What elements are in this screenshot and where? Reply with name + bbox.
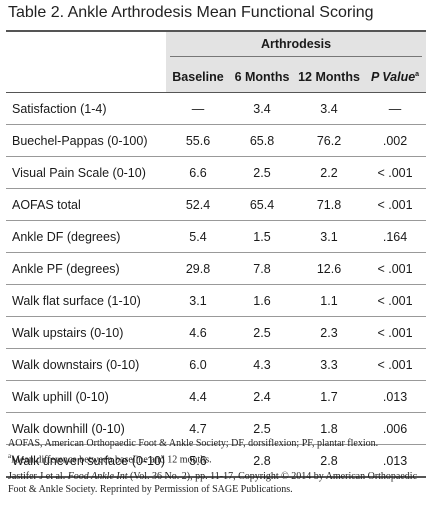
cell-12-months: 71.8 bbox=[294, 188, 364, 221]
row-label: Satisfaction (1-4) bbox=[12, 101, 107, 116]
cell-baseline: 5.4 bbox=[166, 220, 230, 253]
cell-6-months: 65.4 bbox=[230, 188, 294, 221]
row-label: Buechel-Pappas (0-100) bbox=[6, 124, 166, 157]
cell-baseline: 3.1 bbox=[166, 284, 230, 317]
table-row: Walk downhill (0-10) 4.7 2.5 1.8.006 bbox=[6, 412, 427, 445]
row-label: Walk uneven surface (0-10) bbox=[6, 444, 166, 476]
cell-baseline: 6.6 bbox=[166, 156, 230, 189]
header-blank-cell bbox=[6, 62, 166, 93]
cell-12-months: 2.3 bbox=[294, 316, 364, 349]
cell-p-value: < .001 bbox=[364, 348, 427, 381]
column-header-p-value: P Valuea bbox=[364, 62, 427, 93]
citation-authors: Jastifer J et al. bbox=[8, 471, 68, 483]
column-header-6-months: 6 Months bbox=[230, 62, 294, 93]
citation-details: (Vol. 36 No. 2), pp. 11-17, Copyright © … bbox=[8, 471, 418, 496]
footnote-a-marker: a bbox=[8, 452, 12, 460]
cell-p-value: — bbox=[388, 101, 402, 116]
cell-baseline: 4.6 bbox=[166, 316, 230, 349]
cell-12-months: 1.1 bbox=[294, 284, 364, 317]
row-label: Walk downstairs (0-10) bbox=[6, 348, 166, 381]
column-header-row: Baseline 6 Months 12 Months P Valuea bbox=[6, 62, 427, 93]
table-title: Table 2. Ankle Arthrodesis Mean Function… bbox=[8, 4, 374, 21]
cell-6-months: 2.5 bbox=[230, 412, 294, 445]
cell-6-months: 2.8 bbox=[230, 444, 294, 476]
functional-scoring-table: Arthrodesis Baseline 6 Months 12 Months … bbox=[6, 32, 427, 476]
cell-12-months: 3.1 bbox=[294, 220, 364, 253]
cell-baseline: 4.4 bbox=[166, 380, 230, 413]
cell-6-months: 1.6 bbox=[230, 284, 294, 317]
table-notes: AOFAS, American Orthopaedic Foot & Ankle… bbox=[8, 437, 428, 496]
cell-p-value: .013 bbox=[364, 380, 427, 413]
row-label: Walk upstairs (0-10) bbox=[6, 316, 166, 349]
cell-p-value: < .001 bbox=[364, 252, 427, 285]
table-row: Walk upstairs (0-10) 4.6 2.5 2.3 < .001 bbox=[6, 316, 427, 349]
table-row: AOFAS total 52.4 65.4 71.8 < .001 bbox=[6, 188, 427, 221]
cell-p-value: < .001 bbox=[364, 188, 427, 221]
row-label: Walk downhill (0-10) bbox=[6, 412, 166, 445]
cell-6-months: 3.4 bbox=[253, 101, 271, 116]
table-row: Walk uneven surface (0-10) 5.6 2.8 2.8.013 bbox=[6, 444, 427, 476]
cell-12-months: 76.2 bbox=[294, 124, 364, 157]
abbreviation-note: AOFAS, American Orthopaedic Foot & Ankle… bbox=[8, 438, 379, 449]
table-row: Ankle PF (degrees) 29.8 7.8 12.6 < .001 bbox=[6, 252, 427, 285]
cell-6-months: 7.8 bbox=[230, 252, 294, 285]
column-header-12-months: 12 Months bbox=[294, 62, 364, 93]
cell-6-months: 1.5 bbox=[230, 220, 294, 253]
data-table-container: Arthrodesis Baseline 6 Months 12 Months … bbox=[6, 30, 427, 478]
table-row: Visual Pain Scale (0-10) 6.6 2.5 2.2 < .001 bbox=[6, 156, 427, 189]
cell-p-value: .164 bbox=[364, 220, 427, 253]
cell-p-value: < .001 bbox=[364, 156, 427, 189]
cell-baseline: 6.0 bbox=[166, 348, 230, 381]
table-row: Walk uphill (0-10) 4.4 2.4 1.7.013 bbox=[6, 380, 427, 413]
row-label: Visual Pain Scale (0-10) bbox=[6, 156, 166, 189]
cell-12-months: 3.4 bbox=[320, 101, 338, 116]
cell-baseline: 4.7 bbox=[166, 412, 230, 445]
table-row: Buechel-Pappas (0-100) 55.6 65.8 76.2.002 bbox=[6, 124, 427, 157]
row-label: Walk uphill (0-10) bbox=[6, 380, 166, 413]
table-row: Walk downstairs (0-10) 6.0 4.3 3.3 < .001 bbox=[6, 348, 427, 381]
cell-baseline: 29.8 bbox=[166, 252, 230, 285]
cell-6-months: 65.8 bbox=[230, 124, 294, 157]
citation-journal: Food Ankle Int bbox=[67, 471, 128, 483]
group-header-arthrodesis: Arthrodesis bbox=[166, 32, 427, 62]
cell-baseline: 55.6 bbox=[166, 124, 230, 157]
table-row: Walk flat surface (1-10) 3.1 1.6 1.1 < .001 bbox=[6, 284, 427, 317]
cell-baseline: 52.4 bbox=[166, 188, 230, 221]
table-body: Satisfaction (1-4) — 3.4 3.4 — Buechel-Pappas… bbox=[6, 93, 427, 476]
footnote-a-text: Mean difference between baseline and 12 … bbox=[11, 454, 212, 466]
cell-p-value: .002 bbox=[364, 124, 427, 157]
cell-p-value: .013 bbox=[364, 444, 427, 476]
cell-baseline: 5.6 bbox=[166, 444, 230, 476]
cell-baseline: — bbox=[191, 101, 205, 116]
citation: Jastifer J et al. Food Ankle Int (Vol. 3… bbox=[8, 470, 428, 496]
row-label: Walk flat surface (1-10) bbox=[6, 284, 166, 317]
footnote-marker: a bbox=[415, 70, 420, 78]
group-header-row: Arthrodesis bbox=[6, 32, 427, 62]
header-blank-cell bbox=[6, 32, 166, 62]
row-label: Ankle PF (degrees) bbox=[6, 252, 166, 285]
row-label: AOFAS total bbox=[6, 188, 166, 221]
cell-p-value: < .001 bbox=[364, 316, 427, 349]
cell-6-months: 2.4 bbox=[230, 380, 294, 413]
cell-6-months: 2.5 bbox=[230, 316, 294, 349]
cell-p-value: .006 bbox=[364, 412, 427, 445]
table-row: Ankle DF (degrees) 5.4 1.5 3.1.164 bbox=[6, 220, 427, 253]
cell-12-months: 3.3 bbox=[294, 348, 364, 381]
cell-12-months: 12.6 bbox=[294, 252, 364, 285]
cell-12-months: 1.7 bbox=[294, 380, 364, 413]
cell-12-months: 2.2 bbox=[294, 156, 364, 189]
footnote-a: aMean difference between baseline and 12… bbox=[8, 450, 428, 466]
column-header-baseline: Baseline bbox=[166, 62, 230, 93]
table-row: Satisfaction (1-4) — 3.4 3.4 — bbox=[6, 93, 426, 125]
cell-12-months: 2.8 bbox=[294, 444, 364, 476]
cell-6-months: 2.5 bbox=[230, 156, 294, 189]
cell-6-months: 4.3 bbox=[230, 348, 294, 381]
row-label: Ankle DF (degrees) bbox=[6, 220, 166, 253]
cell-p-value: < .001 bbox=[364, 284, 427, 317]
cell-12-months: 1.8 bbox=[294, 412, 364, 445]
